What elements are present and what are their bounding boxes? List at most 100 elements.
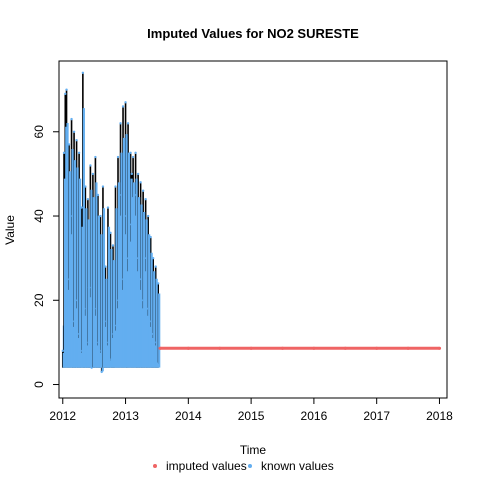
known-value-point-31 (100, 370, 103, 374)
known-value-point-58 (134, 151, 137, 155)
legend-imputed-values-label: imputed values (166, 459, 247, 473)
known-value-point-74 (154, 265, 157, 268)
known-value-point-42 (114, 185, 117, 188)
known-value-point-56 (131, 155, 135, 159)
known-value-point-0 (61, 349, 64, 353)
known-value-point-52 (126, 122, 130, 125)
y-tick-label-0: 0 (32, 381, 46, 388)
known-value-point-54 (129, 151, 132, 155)
known-value-point-34 (104, 265, 107, 268)
x-tick-label-2018: 2018 (426, 409, 453, 423)
known-value-point-37 (108, 358, 111, 361)
known-value-point-66 (144, 197, 147, 201)
known-value-point-65 (143, 256, 146, 260)
imputed-value-point-1 (186, 346, 190, 350)
known-value-point-21 (87, 286, 91, 289)
known-value-point-30 (99, 214, 102, 218)
known-value-point-28 (96, 193, 100, 197)
x-tick-label-2016: 2016 (301, 409, 328, 423)
imputed-value-point-6 (343, 346, 347, 350)
x-tick-label-2012: 2012 (49, 409, 76, 423)
known-value-point-70 (149, 235, 152, 239)
known-value-point-24 (91, 172, 95, 176)
known-value-point-64 (141, 189, 145, 192)
imputed-value-point-9 (437, 346, 442, 350)
known-value-point-26 (94, 155, 97, 159)
x-tick-label-2013: 2013 (112, 409, 139, 423)
known-value-point-20 (86, 197, 90, 201)
chart-title: Imputed Values for NO2 SURESTE (147, 26, 359, 41)
legend: imputed values known values (153, 459, 334, 473)
axes: 2012 2013 2014 2015 2016 2017 2018 0 20 40 60 (32, 60, 453, 423)
known-value-point-76 (156, 282, 160, 285)
imputed-value-point-4 (280, 346, 285, 350)
imputed-value-point-5 (312, 346, 316, 350)
known-value-point-11 (75, 138, 78, 142)
x-tick-label-2014: 2014 (175, 409, 202, 423)
y-tick-label-40: 40 (32, 209, 46, 223)
known-value-point-1 (62, 151, 66, 155)
known-value-point-13 (77, 151, 81, 155)
known-value-point-40 (111, 244, 115, 247)
plot-area (61, 71, 442, 374)
known-value-point-43 (115, 299, 118, 302)
known-value-point-62 (139, 181, 142, 184)
known-value-point-49 (123, 214, 126, 218)
known-value-point-10 (74, 299, 77, 302)
imputed-value-point-8 (406, 346, 410, 350)
known-value-point-6 (69, 214, 72, 218)
known-value-point-35 (105, 341, 108, 344)
legend-known-values-marker (248, 464, 252, 468)
known-value-point-29 (97, 349, 101, 353)
known-value-point-3 (65, 88, 68, 91)
y-axis-label: Value (3, 215, 17, 245)
imputed-value-point-3 (249, 346, 253, 350)
known-value-point-18 (84, 185, 87, 188)
imputed-value-point-7 (375, 346, 379, 350)
known-value-point-12 (76, 332, 80, 336)
known-value-point-39 (110, 332, 113, 336)
known-value-point-55 (130, 172, 134, 176)
imputed-value-point-0 (158, 346, 162, 350)
known-value-point-7 (70, 117, 73, 121)
known-value-point-17 (82, 307, 86, 310)
known-value-point-27 (95, 341, 98, 344)
known-value-point-36 (106, 206, 110, 209)
known-value-point-75 (155, 362, 159, 365)
known-value-point-44 (116, 155, 120, 159)
y-tick-label-20: 20 (32, 293, 46, 307)
x-tick-label-2017: 2017 (363, 409, 390, 423)
known-value-point-57 (133, 193, 136, 197)
known-value-point-47 (120, 278, 123, 281)
legend-known-values-label: known values (261, 459, 334, 473)
known-value-point-33 (103, 320, 106, 323)
known-value-point-46 (119, 122, 122, 125)
known-value-point-5 (67, 143, 71, 146)
y-tick-label-60: 60 (32, 125, 46, 139)
known-value-point-53 (128, 223, 131, 226)
known-value-point-9 (72, 130, 76, 133)
known-value-point-72 (151, 256, 155, 260)
known-value-point-73 (153, 341, 156, 344)
known-value-point-59 (135, 256, 139, 260)
known-value-point-23 (90, 366, 93, 369)
known-value-point-15 (80, 206, 83, 209)
known-value-point-32 (101, 185, 105, 188)
legend-imputed-values-marker (153, 464, 157, 468)
known-value-point-25 (92, 307, 96, 310)
known-value-point-71 (150, 332, 154, 336)
known-value-point-19 (85, 341, 88, 344)
known-value-point-50 (124, 101, 127, 104)
known-value-point-51 (125, 256, 129, 260)
known-value-point-41 (113, 324, 116, 327)
known-value-point-4 (66, 278, 69, 281)
known-value-point-2 (64, 92, 67, 96)
x-tick-label-2015: 2015 (238, 409, 265, 423)
known-value-point-69 (148, 320, 151, 323)
x-axis-label: Time (240, 443, 267, 457)
known-value-point-68 (146, 214, 150, 218)
known-value-point-63 (140, 299, 144, 302)
known-value-point-8 (71, 320, 75, 323)
known-value-point-22 (89, 164, 92, 167)
